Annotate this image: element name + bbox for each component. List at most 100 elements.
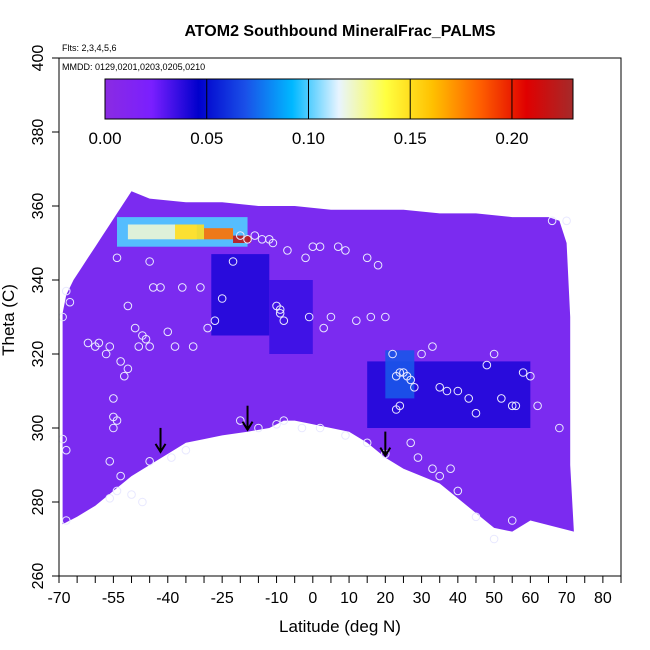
y-tick-label: 300: [30, 415, 47, 442]
sample-point: [341, 246, 350, 255]
sample-point: [283, 246, 292, 255]
sample-point: [127, 490, 136, 499]
x-tick-label: 20: [376, 590, 394, 607]
sample-point: [145, 257, 154, 266]
y-tick-label: 260: [30, 563, 47, 590]
x-tick-label: -10: [265, 590, 288, 607]
sample-point: [217, 294, 227, 303]
sample-point: [59, 312, 67, 322]
heatmap-region: [62, 191, 574, 532]
sample-point: [507, 516, 517, 525]
sample-point: [141, 334, 151, 344]
sample-point: [145, 457, 154, 466]
x-tick-label: 30: [413, 590, 431, 607]
sample-point: [268, 238, 278, 248]
sample-point: [297, 423, 307, 433]
sample-point: [362, 438, 372, 448]
sample-point: [112, 486, 122, 496]
sample-point: [109, 394, 118, 403]
sample-point: [83, 338, 93, 348]
sample-point: [435, 383, 445, 392]
flights-label: Flts: 2,3,4,5,6: [62, 43, 117, 53]
arrow-markers: [154, 405, 392, 458]
sample-point: [123, 364, 133, 374]
sample-point: [279, 316, 289, 326]
heatmap-cell: [269, 280, 313, 354]
sample-point: [105, 457, 115, 466]
sample-point: [315, 242, 325, 251]
sample-point: [138, 497, 147, 507]
x-axis-label: Latitude (deg N): [279, 617, 401, 636]
sample-point: [435, 471, 445, 481]
sample-point: [301, 253, 310, 263]
sample-point: [453, 386, 463, 396]
sample-point: [413, 453, 423, 462]
colorbar-tick-label: 0.10: [292, 129, 325, 148]
sample-point: [507, 401, 517, 411]
sample-point: [94, 338, 104, 348]
sample-point: [101, 349, 111, 359]
sample-point: [156, 283, 165, 292]
arrow-marker: [379, 431, 392, 458]
heatmap-cell: [175, 224, 205, 240]
x-tick-label: 60: [521, 590, 539, 607]
sample-point: [272, 420, 281, 429]
sample-point: [61, 286, 71, 296]
sample-point: [235, 416, 245, 425]
sample-point: [555, 423, 564, 433]
sample-point: [395, 401, 405, 411]
sample-point: [464, 394, 474, 403]
y-tick-label: 400: [30, 45, 47, 72]
sample-point: [254, 423, 263, 433]
sample-point: [362, 253, 372, 263]
sample-point: [61, 445, 71, 455]
sample-point: [163, 327, 173, 337]
sample-point: [279, 416, 289, 425]
sample-point: [319, 323, 328, 333]
sample-point: [352, 316, 361, 326]
x-tick-label: -70: [47, 590, 70, 607]
y-axis-label: Theta (C): [0, 284, 18, 356]
sample-point: [105, 494, 115, 503]
sample-point: [333, 242, 343, 251]
sample-point: [326, 312, 336, 322]
sample-point: [518, 368, 528, 377]
colorbar-gradient: [104, 78, 574, 120]
x-axis: -70 -55 -40 -25 -10 0 10 20 30 40 50 60 70 80: [47, 576, 622, 607]
y-tick-label: 340: [30, 267, 47, 294]
colorbar-ticks: 0.00 0.05 0.10 0.15 0.20: [88, 79, 529, 148]
sample-point: [562, 216, 571, 226]
colorbar-tick-label: 0.00: [88, 129, 121, 148]
sample-point: [511, 401, 521, 411]
arrow-marker: [241, 405, 254, 432]
sample-point: [112, 253, 122, 263]
sample-point: [315, 423, 325, 433]
sample-point: [366, 312, 376, 322]
sample-point: [181, 445, 191, 455]
sample-point: [388, 349, 397, 359]
sample-point: [123, 301, 133, 311]
sample-point: [116, 357, 125, 366]
x-tick-label: 80: [594, 590, 612, 607]
sample-point: [196, 283, 205, 292]
plot-frame: [58, 57, 622, 577]
sample-point: [442, 386, 452, 396]
sample-point: [59, 434, 67, 444]
chart-title: ATOM2 Southbound MineralFrac_PALMS: [184, 23, 495, 40]
sample-point: [547, 216, 557, 226]
sample-point: [381, 312, 390, 322]
x-tick-label: -25: [211, 590, 234, 607]
sample-point: [228, 257, 238, 266]
sample-point: [109, 423, 118, 433]
sample-point: [428, 342, 437, 351]
sample-point: [275, 309, 285, 318]
sample-point: [177, 283, 187, 292]
sample-point: [250, 231, 260, 240]
colorbar-tick-label: 0.05: [190, 129, 223, 148]
colorbar-tick-label: 0.15: [394, 129, 427, 148]
sample-point: [134, 342, 144, 351]
x-tick-label: -40: [156, 590, 179, 607]
sample-point: [489, 349, 499, 359]
y-tick-label: 380: [30, 119, 47, 146]
